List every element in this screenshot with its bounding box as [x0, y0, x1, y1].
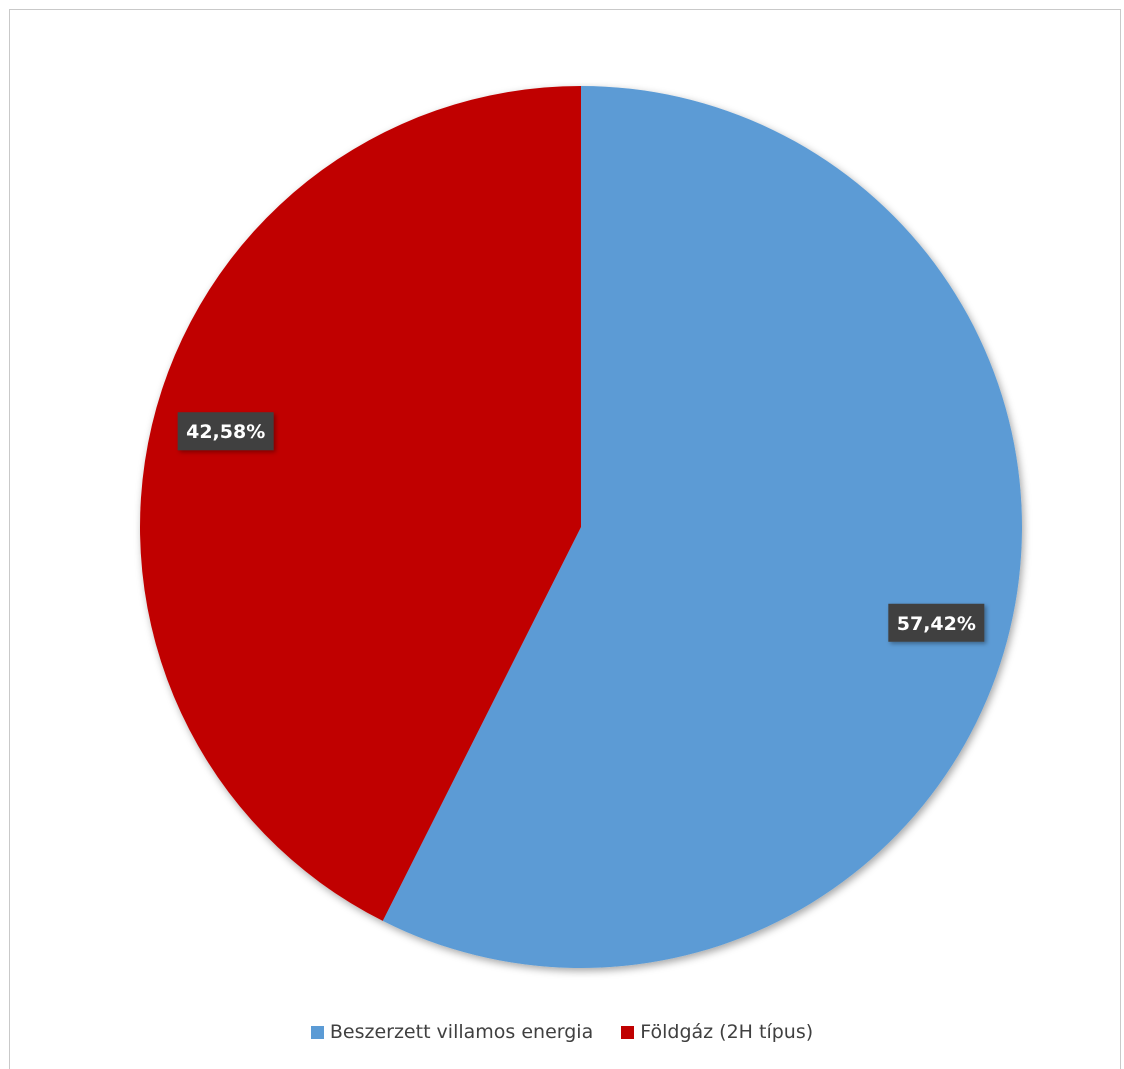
data-label-foldgaz: 42,58% — [177, 412, 274, 451]
legend-item-villamos: Beszerzett villamos energia — [310, 1021, 594, 1043]
data-label-text: 42,58% — [186, 421, 265, 443]
legend: Beszerzett villamos energia Földgáz (2H … — [0, 1021, 1124, 1043]
legend-label-villamos: Beszerzett villamos energia — [329, 1021, 594, 1043]
slice-foldgaz — [139, 86, 581, 921]
legend-swatch-villamos — [310, 1025, 324, 1039]
data-label-villamos: 57,42% — [888, 603, 985, 642]
data-label-box — [888, 603, 985, 642]
legend-swatch-foldgaz — [621, 1025, 635, 1039]
legend-label-foldgaz: Földgáz (2H típus) — [640, 1021, 814, 1043]
slice-villamos — [382, 86, 1022, 968]
data-label-text: 57,42% — [897, 613, 976, 635]
data-label-box — [177, 412, 274, 451]
chart-frame — [9, 9, 1121, 1069]
legend-item-foldgaz: Földgáz (2H típus) — [621, 1021, 813, 1043]
